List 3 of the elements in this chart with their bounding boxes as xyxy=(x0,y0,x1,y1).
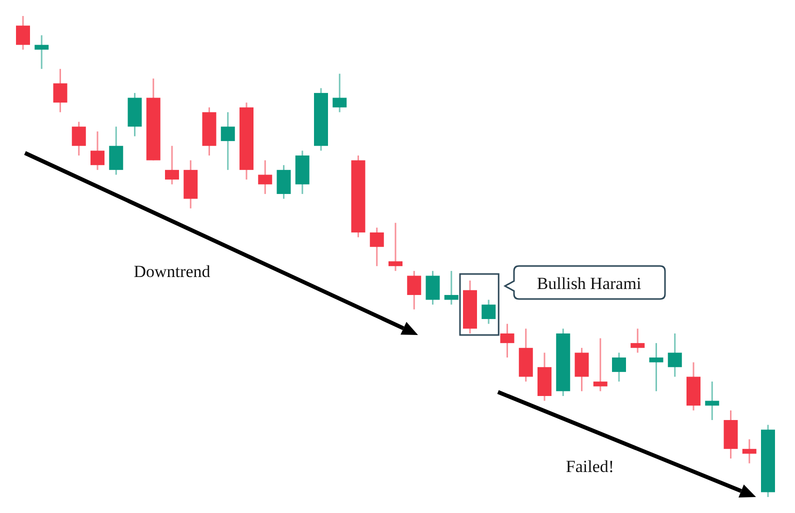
annotation: Downtrend xyxy=(134,262,211,281)
annotation: Failed! xyxy=(566,457,614,476)
annotation: Bullish Harami xyxy=(536,274,642,293)
